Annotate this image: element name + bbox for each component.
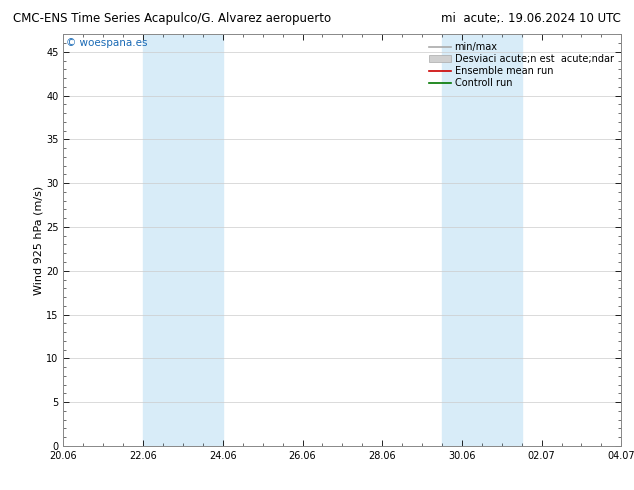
Legend: min/max, Desviaci acute;n est  acute;ndar, Ensemble mean run, Controll run: min/max, Desviaci acute;n est acute;ndar…: [426, 39, 616, 91]
Bar: [143, 34, 223, 446]
Text: mi  acute;. 19.06.2024 10 UTC: mi acute;. 19.06.2024 10 UTC: [441, 12, 621, 25]
Text: CMC-ENS Time Series Acapulco/G. Alvarez aeropuerto: CMC-ENS Time Series Acapulco/G. Alvarez …: [13, 12, 331, 25]
Text: © woespana.es: © woespana.es: [66, 38, 148, 49]
Bar: [442, 34, 522, 446]
Y-axis label: Wind 925 hPa (m/s): Wind 925 hPa (m/s): [33, 186, 43, 294]
